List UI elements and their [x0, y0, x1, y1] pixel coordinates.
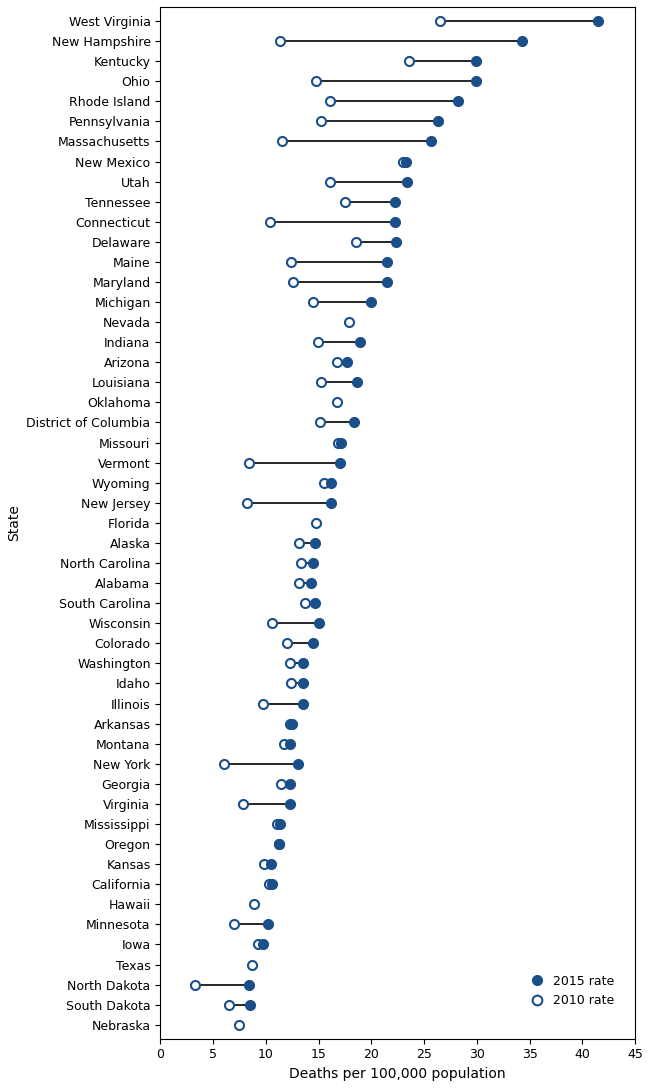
Legend: 2015 rate, 2010 rate: 2015 rate, 2010 rate [519, 969, 619, 1012]
X-axis label: Deaths per 100,000 population: Deaths per 100,000 population [289, 1067, 506, 1081]
Y-axis label: State: State [7, 505, 21, 542]
